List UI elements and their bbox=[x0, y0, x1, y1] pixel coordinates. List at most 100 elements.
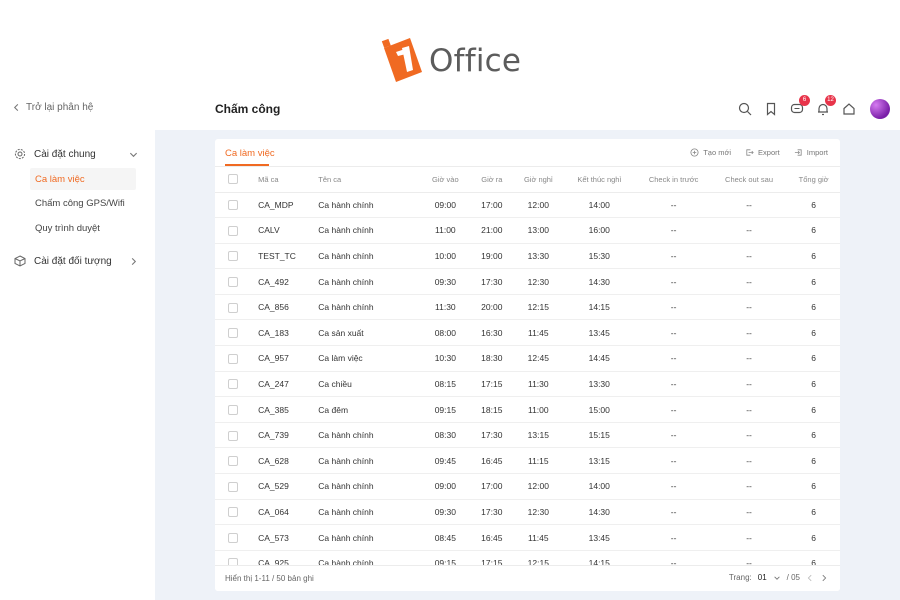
home-icon bbox=[842, 103, 855, 115]
table-row[interactable]: CA_064 Ca hành chính 09:30 17:30 12:30 14:30-… bbox=[215, 499, 840, 526]
tab-bar: Ca làm việc Tạo mới Export Import bbox=[215, 139, 840, 167]
brand-name: Office bbox=[429, 43, 522, 79]
bookmark-button[interactable] bbox=[762, 101, 779, 118]
cell-break-end: 13:15 bbox=[562, 447, 637, 475]
cell-checkin-before: -- bbox=[636, 192, 711, 219]
row-checkbox[interactable] bbox=[215, 217, 251, 244]
prev-page-icon[interactable] bbox=[806, 574, 814, 582]
col-header-time-in[interactable]: Giờ vào bbox=[421, 167, 470, 193]
sidebar-item-gps-wifi[interactable]: Chấm công GPS/Wifi bbox=[30, 192, 136, 214]
col-header-time-out[interactable]: Giờ ra bbox=[469, 167, 515, 193]
tab-shift[interactable]: Ca làm việc bbox=[225, 148, 275, 159]
cell-time-in: 09:00 bbox=[421, 473, 470, 500]
chat-button[interactable]: 6 bbox=[788, 94, 810, 118]
table-row[interactable]: TEST_TC Ca hành chính 10:00 19:00 13:30 15:30… bbox=[215, 243, 840, 270]
sidebar-item-approval[interactable]: Quy trình duyệt bbox=[30, 217, 136, 239]
table-row[interactable]: CA_529 Ca hành chính 09:00 17:00 12:00 14:00-… bbox=[215, 473, 840, 500]
sidebar-item-shift[interactable]: Ca làm việc bbox=[30, 168, 136, 190]
table-row[interactable]: CA_573 Ca hành chính 08:45 16:45 11:45 13:45-… bbox=[215, 524, 840, 551]
row-checkbox[interactable] bbox=[215, 345, 251, 372]
back-link[interactable]: Trở lại phân hệ bbox=[12, 102, 93, 113]
table-row[interactable]: CA_247 Ca chiều 08:15 17:15 11:30 13:30 -- -- 6 bbox=[215, 371, 840, 398]
row-checkbox[interactable] bbox=[215, 524, 251, 551]
office-logo-icon bbox=[381, 38, 422, 82]
cell-total-hours: 6 bbox=[787, 447, 840, 475]
row-checkbox[interactable] bbox=[215, 447, 251, 475]
row-checkbox[interactable] bbox=[215, 192, 251, 219]
cell-time-out: 20:00 bbox=[469, 294, 515, 321]
table-row[interactable]: CA_183 Ca sản xuất 08:00 16:30 11:45 13:45 -- -… bbox=[215, 319, 840, 347]
cell-checkout-after: -- bbox=[710, 319, 788, 347]
cell-time-in: 09:30 bbox=[421, 499, 470, 526]
home-button[interactable] bbox=[840, 101, 857, 118]
table-row[interactable]: CA_856 Ca hành chính 11:30 20:00 12:15 14:15-… bbox=[215, 294, 840, 321]
row-checkbox[interactable] bbox=[215, 396, 251, 423]
cell-total-hours: 6 bbox=[787, 243, 840, 270]
cell-time-in: 11:30 bbox=[421, 294, 470, 321]
cell-break-end: 13:45 bbox=[562, 319, 637, 347]
user-avatar[interactable] bbox=[870, 99, 890, 119]
chevron-right-icon bbox=[131, 257, 137, 265]
row-checkbox[interactable] bbox=[215, 294, 251, 321]
cell-time-in: 08:15 bbox=[421, 371, 470, 398]
table-row[interactable]: CA_957 Ca làm việc 10:30 18:30 12:45 14:45 -- -… bbox=[215, 345, 840, 372]
row-checkbox[interactable] bbox=[215, 371, 251, 398]
tab-underline bbox=[225, 164, 269, 166]
cell-checkin-before: -- bbox=[636, 294, 711, 321]
cell-checkin-before: -- bbox=[636, 499, 711, 526]
cell-total-hours: 6 bbox=[787, 524, 840, 551]
col-header-checkin-before[interactable]: Check in trước bbox=[636, 167, 711, 193]
cell-break: 12:30 bbox=[514, 268, 563, 295]
cell-name: Ca sản xuất bbox=[318, 319, 422, 347]
cell-code: CA_385 bbox=[250, 396, 319, 423]
col-header-total-hours[interactable]: Tổng giờ bbox=[787, 167, 840, 193]
cell-checkout-after: -- bbox=[710, 473, 788, 500]
page-select[interactable]: 01 bbox=[757, 573, 767, 582]
col-header-code[interactable]: Mã ca bbox=[250, 167, 319, 193]
col-header-name[interactable]: Tên ca bbox=[318, 167, 422, 193]
back-link-label: Trở lại phân hệ bbox=[26, 102, 94, 113]
cell-break-end: 13:30 bbox=[562, 371, 637, 398]
row-checkbox[interactable] bbox=[215, 268, 251, 295]
table-row[interactable]: CA_492 Ca hành chính 09:30 17:30 12:30 14:30-… bbox=[215, 268, 840, 295]
table-row[interactable]: CALV Ca hành chính 11:00 21:00 13:00 16:00 -- -… bbox=[215, 217, 840, 244]
sidebar: Cài đặt chung Ca làm việc Chấm công GPS/… bbox=[0, 130, 155, 600]
row-checkbox[interactable] bbox=[215, 422, 251, 449]
row-checkbox[interactable] bbox=[215, 499, 251, 526]
row-checkbox[interactable] bbox=[215, 243, 251, 270]
table-row[interactable]: CA_628 Ca hành chính 09:45 16:45 11:15 13:15-… bbox=[215, 447, 840, 475]
export-button-label: Export bbox=[758, 148, 780, 157]
cell-total-hours: 6 bbox=[787, 422, 840, 449]
col-header-break-end[interactable]: Kết thúc nghỉ bbox=[562, 167, 637, 193]
cell-checkout-after: -- bbox=[710, 345, 788, 372]
table-row[interactable]: CA_385 Ca đêm 09:15 18:15 11:00 15:00 -- -- 6 bbox=[215, 396, 840, 423]
row-checkbox[interactable] bbox=[215, 319, 251, 347]
next-page-icon[interactable] bbox=[820, 574, 828, 582]
shift-card: Ca làm việc Tạo mới Export Import Mã ca … bbox=[215, 139, 840, 591]
chevron-left-icon bbox=[13, 103, 19, 112]
sidebar-group-objects[interactable]: Cài đặt đối tượng bbox=[14, 255, 138, 267]
table-row[interactable]: CA_MDP Ca hành chính 09:00 17:00 12:00 14:00-… bbox=[215, 192, 840, 219]
export-button[interactable]: Export bbox=[745, 148, 780, 157]
col-header-break[interactable]: Giờ nghỉ bbox=[514, 167, 563, 193]
cell-code: CA_856 bbox=[250, 294, 319, 321]
search-button[interactable] bbox=[736, 101, 753, 118]
cell-break-end: 16:00 bbox=[562, 217, 637, 244]
select-all-checkbox[interactable] bbox=[215, 167, 251, 193]
table-row[interactable]: CA_739 Ca hành chính 08:30 17:30 13:15 15:15-… bbox=[215, 422, 840, 449]
cell-time-in: 10:30 bbox=[421, 345, 470, 372]
chevron-down-icon[interactable] bbox=[773, 574, 781, 582]
notification-button[interactable]: 12 bbox=[814, 94, 836, 118]
cell-code: CALV bbox=[250, 217, 319, 244]
col-header-checkout-after[interactable]: Check out sau bbox=[710, 167, 788, 193]
cell-checkout-after: -- bbox=[710, 447, 788, 475]
sidebar-group-general[interactable]: Cài đặt chung bbox=[14, 148, 138, 160]
cell-checkin-before: -- bbox=[636, 319, 711, 347]
create-button[interactable]: Tạo mới bbox=[690, 148, 731, 157]
cell-time-out: 17:00 bbox=[469, 192, 515, 219]
card-actions: Tạo mới Export Import bbox=[690, 148, 828, 157]
row-checkbox[interactable] bbox=[215, 473, 251, 500]
cell-code: CA_247 bbox=[250, 371, 319, 398]
cell-checkout-after: -- bbox=[710, 422, 788, 449]
import-button[interactable]: Import bbox=[794, 148, 828, 157]
